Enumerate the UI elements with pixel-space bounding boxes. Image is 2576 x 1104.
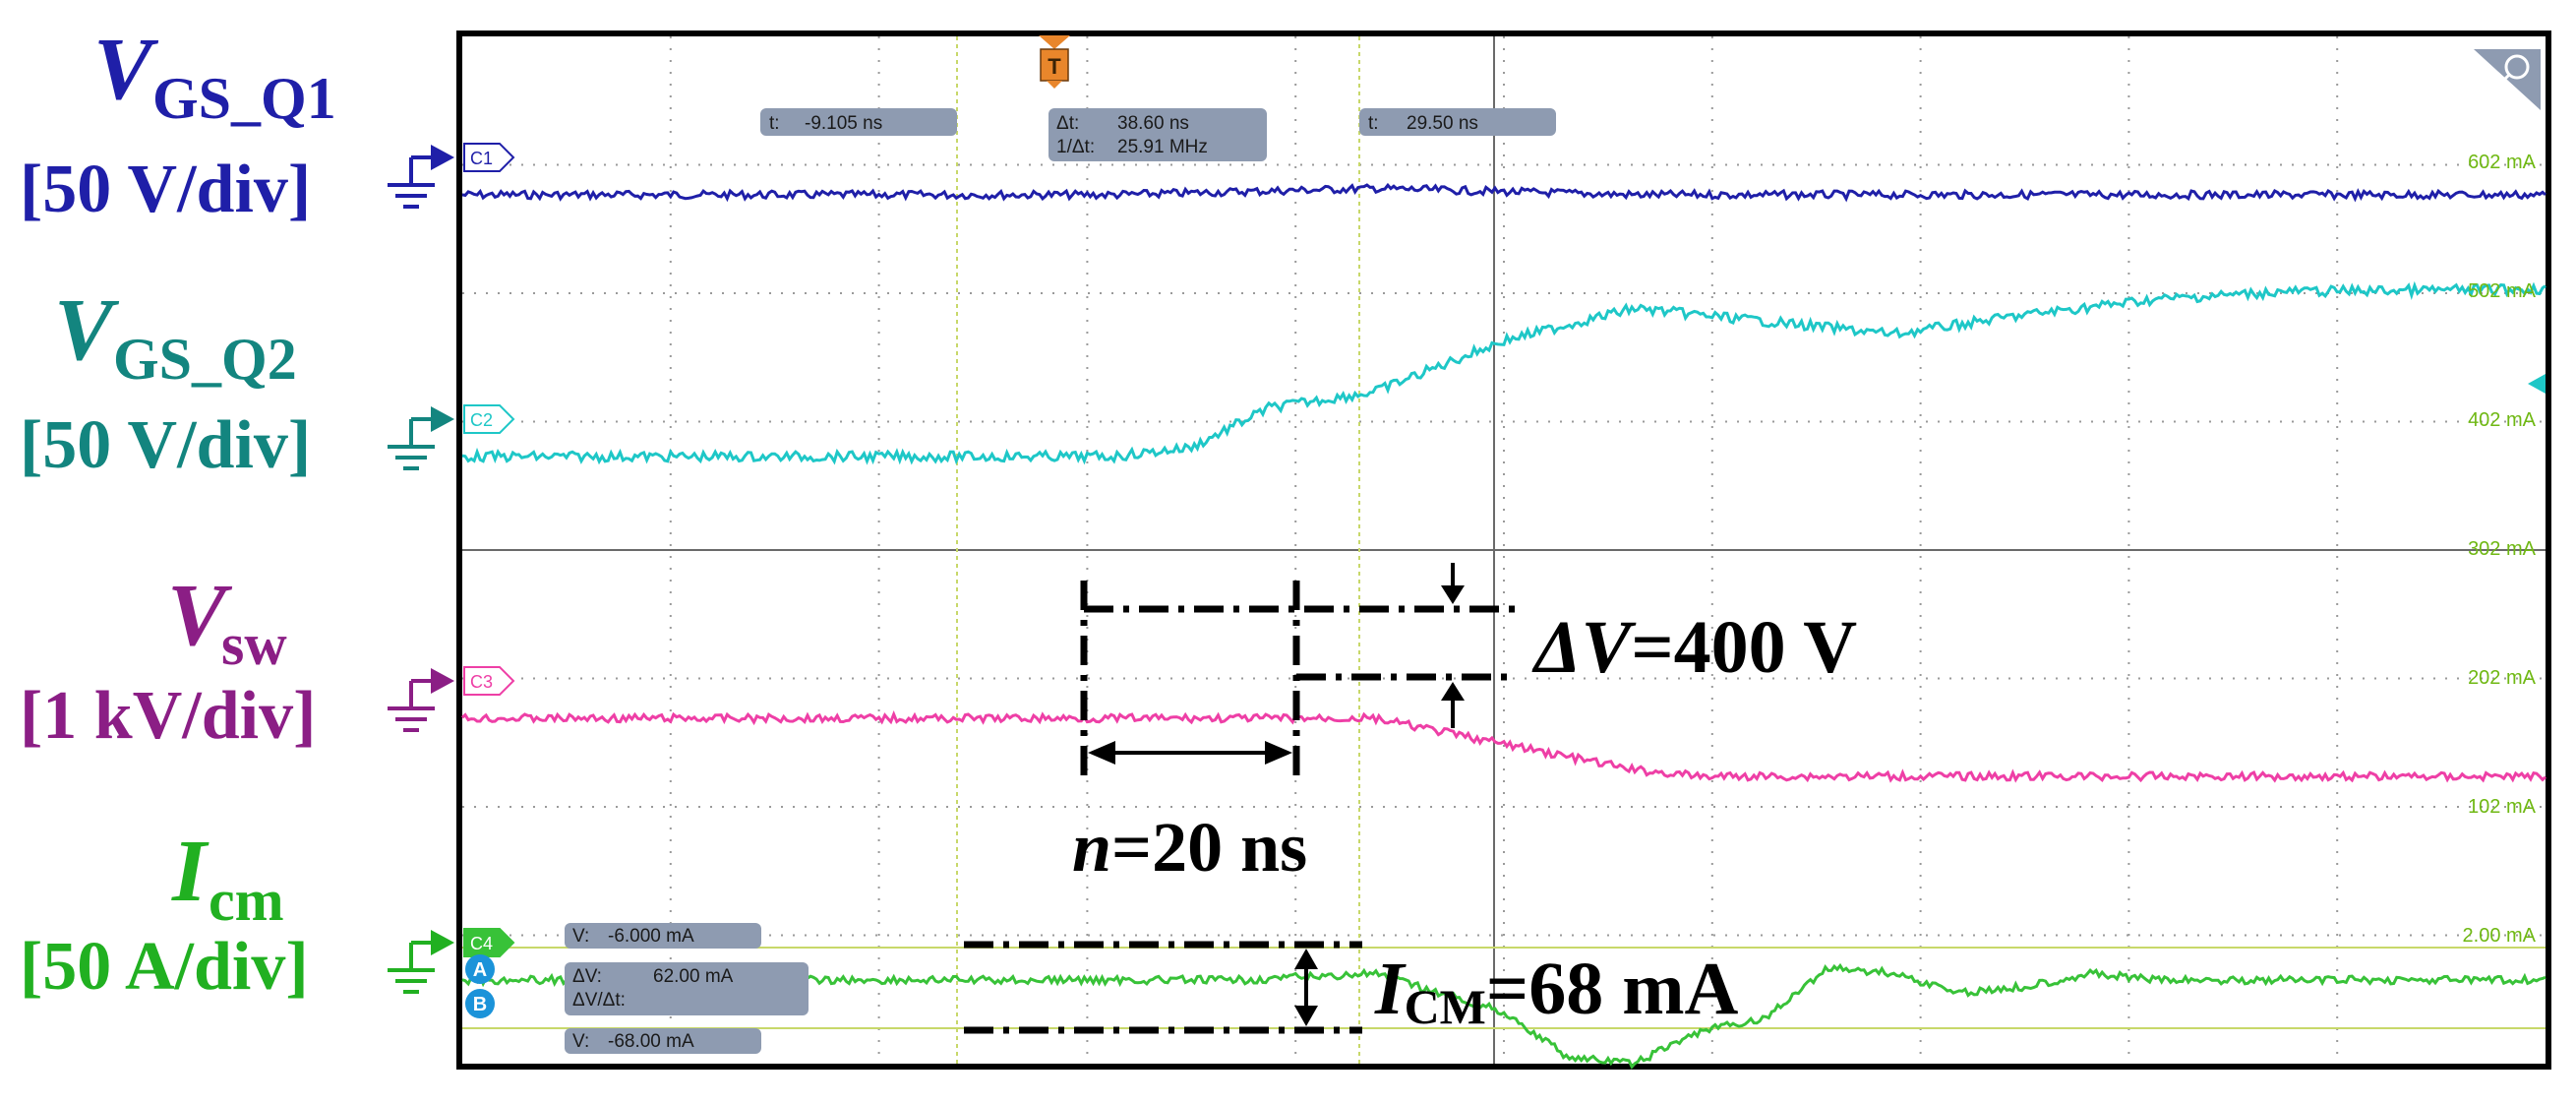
channel-c4-name-main: I bbox=[171, 823, 210, 920]
readout-dv-value: 62.00 mA bbox=[653, 966, 734, 987]
channel-c1-scale: [50 V/div] bbox=[20, 152, 311, 227]
channel-labels: V GS_Q1 [50 V/div] V GS_Q2 [50 V/div] V … bbox=[20, 21, 336, 1005]
cursors bbox=[462, 36, 2546, 1064]
readout-t2-value: 29.50 ns bbox=[1407, 113, 1478, 134]
channel-c3-name-sub: sw bbox=[221, 612, 287, 677]
readout-slope-label: ΔV/Δt: bbox=[572, 990, 626, 1011]
channel-markers: C1 C2 C3 C4 bbox=[463, 143, 2546, 957]
ground-icon bbox=[388, 145, 454, 209]
channel-c4-name-sub: cm bbox=[209, 868, 284, 933]
readout-dt-value: 38.60 ns bbox=[1117, 113, 1189, 134]
channel-c4-scale: [50 A/div] bbox=[20, 929, 309, 1005]
channel-label-c2: V GS_Q2 [50 V/div] bbox=[20, 281, 311, 483]
readout-dt: Δt: 38.60 ns 1/Δt: 25.91 MHz bbox=[1048, 108, 1267, 161]
right-scale-labels: 602 mA 502 mA 402 mA 302 mA 202 mA 102 mA 2.00… bbox=[2463, 152, 2537, 947]
channel-marker-c3[interactable]: C3 bbox=[463, 666, 515, 696]
right-scale-label: 502 mA bbox=[2468, 280, 2537, 302]
channel-label-c3: V sw [1 kV/div] bbox=[20, 567, 316, 754]
waveform-c2 bbox=[461, 280, 2546, 465]
readout-v2-value: -68.00 mA bbox=[608, 1031, 694, 1052]
annotation-icm: ICM=68 mA bbox=[1374, 948, 1739, 1034]
waveform-c1 bbox=[461, 182, 2546, 203]
readout-dv: ΔV: 62.00 mA ΔV/Δt: bbox=[565, 962, 809, 1015]
readout-v1: V: -6.000 mA bbox=[565, 923, 761, 949]
zoom-corner-icon[interactable] bbox=[2474, 49, 2541, 110]
ground-icon bbox=[388, 406, 454, 470]
channel-marker-c1[interactable]: C1 bbox=[463, 143, 515, 172]
channel-label-c1: V GS_Q1 [50 V/div] bbox=[20, 21, 336, 227]
trigger-marker[interactable]: T bbox=[1039, 35, 1070, 89]
right-scale-label: 102 mA bbox=[2468, 796, 2537, 818]
readout-t1-label: t: bbox=[769, 113, 780, 134]
ground-symbols bbox=[388, 145, 454, 994]
waveform-c4 bbox=[461, 962, 2546, 1070]
channel-label-c4: I cm [50 A/div] bbox=[20, 823, 309, 1005]
channel-c3-scale: [1 kV/div] bbox=[20, 678, 316, 754]
cursor-badge-a-label: A bbox=[473, 959, 487, 981]
graticule bbox=[462, 36, 2546, 1064]
readout-t2-label: t: bbox=[1368, 113, 1379, 134]
readout-v1-label: V: bbox=[572, 926, 589, 947]
channel-marker-label: C4 bbox=[470, 934, 493, 953]
readout-t1-value: -9.105 ns bbox=[805, 113, 882, 134]
channel-marker-label: C2 bbox=[470, 410, 493, 430]
cursor-badge-b[interactable]: B bbox=[465, 989, 495, 1018]
annotation-delta-v: ΔV=400 V bbox=[1531, 606, 1857, 689]
channel-c2-name-main: V bbox=[54, 281, 120, 379]
readout-t1: t: -9.105 ns bbox=[760, 108, 957, 136]
right-scale-label: 2.00 mA bbox=[2463, 925, 2537, 947]
channel-marker-label: C3 bbox=[470, 672, 493, 692]
readout-freq-value: 25.91 MHz bbox=[1117, 137, 1208, 157]
readout-v1-value: -6.000 mA bbox=[608, 926, 694, 947]
annotation-n: n=20 ns bbox=[1072, 808, 1307, 887]
right-scale-label: 202 mA bbox=[2468, 667, 2537, 689]
readout-v2-label: V: bbox=[572, 1031, 589, 1052]
channel-c1-name-main: V bbox=[93, 21, 159, 118]
cursor-readouts: t: -9.105 ns Δt: 38.60 ns 1/Δt: 25.91 MH… bbox=[465, 108, 1556, 1054]
readout-dt-label: Δt: bbox=[1056, 113, 1079, 134]
ground-icon bbox=[388, 930, 454, 994]
cursor-badge-a[interactable]: A bbox=[465, 954, 495, 984]
channel-c2-name-sub: GS_Q2 bbox=[113, 327, 297, 392]
readout-freq-label: 1/Δt: bbox=[1056, 137, 1095, 157]
ground-icon bbox=[388, 668, 454, 732]
magnifier-icon bbox=[2504, 54, 2530, 80]
cursor-badge-b-label: B bbox=[473, 994, 487, 1015]
right-scale-label: 302 mA bbox=[2468, 538, 2537, 560]
waveforms bbox=[460, 182, 2547, 1070]
channel-c3-name-main: V bbox=[167, 567, 233, 664]
c2-offset-arrow-icon bbox=[2528, 374, 2546, 394]
waveform-c3 bbox=[460, 710, 2547, 783]
readout-dv-label: ΔV: bbox=[572, 966, 602, 987]
channel-marker-c4[interactable]: C4 bbox=[463, 928, 515, 957]
readout-t2: t: 29.50 ns bbox=[1359, 108, 1556, 136]
annotations: ΔV=400 V n=20 ns ICM=68 mA bbox=[964, 563, 1857, 1034]
trigger-label: T bbox=[1048, 54, 1061, 79]
channel-c1-name-sub: GS_Q1 bbox=[152, 66, 336, 131]
right-scale-label: 602 mA bbox=[2468, 152, 2537, 173]
right-scale-label: 402 mA bbox=[2468, 409, 2537, 431]
channel-marker-c2[interactable]: C2 bbox=[463, 404, 515, 434]
channel-c2-scale: [50 V/div] bbox=[20, 407, 311, 483]
readout-v2: V: -68.00 mA bbox=[565, 1028, 761, 1054]
channel-marker-label: C1 bbox=[470, 149, 493, 168]
